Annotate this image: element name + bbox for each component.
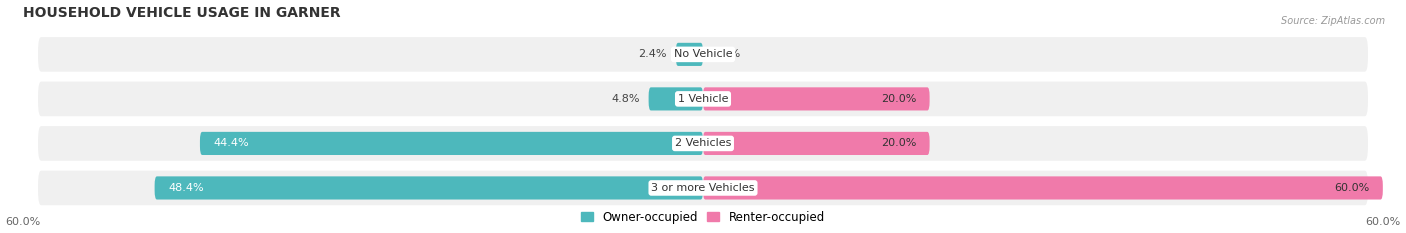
Text: 4.8%: 4.8%: [612, 94, 640, 104]
FancyBboxPatch shape: [200, 132, 703, 155]
Text: 0.0%: 0.0%: [711, 49, 741, 59]
FancyBboxPatch shape: [648, 87, 703, 110]
Text: 48.4%: 48.4%: [169, 183, 204, 193]
Text: 2.4%: 2.4%: [638, 49, 666, 59]
Text: 1 Vehicle: 1 Vehicle: [678, 94, 728, 104]
Text: 20.0%: 20.0%: [880, 94, 917, 104]
Text: 20.0%: 20.0%: [880, 138, 917, 148]
Text: Source: ZipAtlas.com: Source: ZipAtlas.com: [1281, 16, 1385, 26]
FancyBboxPatch shape: [703, 87, 929, 110]
Text: No Vehicle: No Vehicle: [673, 49, 733, 59]
FancyBboxPatch shape: [37, 36, 1369, 73]
FancyBboxPatch shape: [703, 132, 929, 155]
FancyBboxPatch shape: [155, 176, 703, 199]
Text: 44.4%: 44.4%: [214, 138, 249, 148]
Text: HOUSEHOLD VEHICLE USAGE IN GARNER: HOUSEHOLD VEHICLE USAGE IN GARNER: [22, 6, 340, 20]
FancyBboxPatch shape: [37, 80, 1369, 118]
FancyBboxPatch shape: [37, 169, 1369, 207]
FancyBboxPatch shape: [37, 125, 1369, 162]
Text: 2 Vehicles: 2 Vehicles: [675, 138, 731, 148]
Text: 60.0%: 60.0%: [1334, 183, 1369, 193]
FancyBboxPatch shape: [703, 176, 1384, 199]
Text: 3 or more Vehicles: 3 or more Vehicles: [651, 183, 755, 193]
Legend: Owner-occupied, Renter-occupied: Owner-occupied, Renter-occupied: [581, 211, 825, 224]
FancyBboxPatch shape: [676, 43, 703, 66]
